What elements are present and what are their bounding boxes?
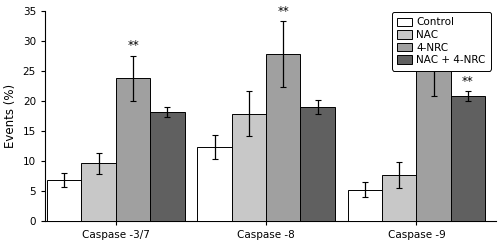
Bar (416, 69, 451, 221)
Bar (150, 112, 184, 221)
Bar (232, 114, 266, 221)
Bar (47, 180, 82, 221)
Text: **: ** (278, 5, 289, 18)
Text: **: ** (462, 75, 474, 88)
Text: **: ** (127, 39, 139, 52)
Bar (266, 54, 300, 221)
Text: ***: *** (425, 25, 442, 38)
Bar (116, 78, 150, 221)
Bar (382, 175, 416, 221)
Bar (300, 107, 335, 221)
Legend: Control, NAC, 4-NRC, NAC + 4-NRC: Control, NAC, 4-NRC, NAC + 4-NRC (392, 12, 490, 71)
Bar (198, 147, 232, 221)
Y-axis label: Events (%): Events (%) (4, 84, 17, 148)
Bar (348, 190, 382, 221)
Bar (451, 96, 485, 221)
Bar (82, 163, 116, 221)
